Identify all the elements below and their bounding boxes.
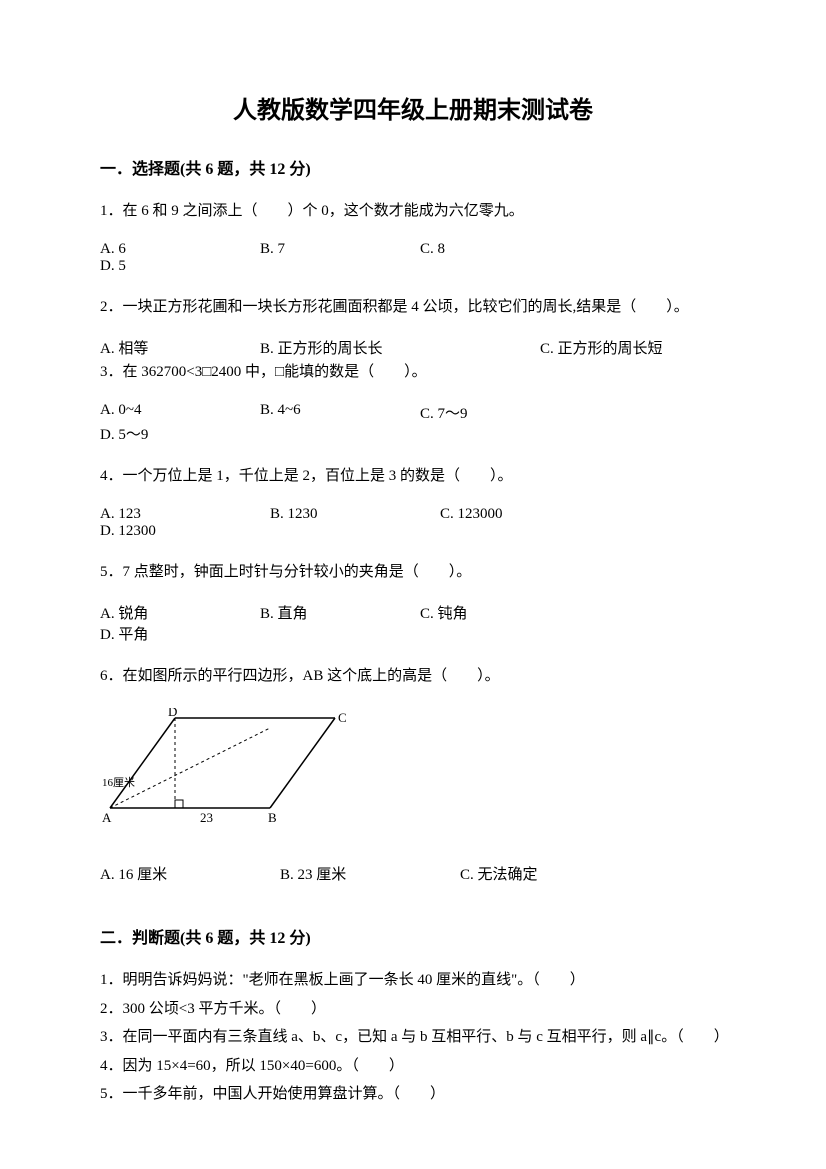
judge-q1: 1．明明告诉妈妈说："老师在黑板上画了一条长 40 厘米的直线"。（ ） [100,968,726,994]
q4-option-b: B. 1230 [270,506,440,523]
judge-q2: 2．300 公顷<3 平方千米。（ ） [100,997,726,1023]
label-16cm: 16厘米 [102,776,135,789]
label-b: B [268,810,277,825]
question-2: 2．一块正方形花圃和一块长方形花圃面积都是 4 公顷，比较它们的周长,结果是（ … [100,295,726,319]
q5-option-c: C. 钝角 [420,602,580,623]
q3-option-a: A. 0~4 [100,402,260,423]
question-4-options: A. 123 B. 1230 C. 123000 D. 12300 [100,506,726,540]
q6-option-b: B. 23 厘米 [280,863,460,884]
question-5-options: A. 锐角 B. 直角 C. 钝角 D. 平角 [100,602,726,644]
page-title: 人教版数学四年级上册期末测试卷 [100,90,726,125]
label-c: C [338,710,347,725]
q1-option-d: D. 5 [100,258,260,275]
q2-option-a: A. 相等 [100,337,260,358]
question-3: 3．在 362700<3□2400 中，□能填的数是（ ）。 [100,360,726,384]
q4-option-a: A. 123 [100,506,270,523]
q2-option-c: C. 正方形的周长短 [540,337,663,358]
diagonal-line [110,728,270,808]
label-a: A [102,810,112,825]
question-1: 1．在 6 和 9 之间添上（ ）个 0，这个数才能成为六亿零九。 [100,199,726,223]
judge-q3: 3．在同一平面内有三条直线 a、b、c，已知 a 与 b 互相平行、b 与 c … [100,1025,726,1051]
section2-header: 二．判断题(共 6 题，共 12 分) [100,924,726,948]
q4-option-c: C. 123000 [440,506,610,523]
line-bc [270,718,335,808]
q4-option-d: D. 12300 [100,523,260,540]
label-23: 23 [200,810,213,825]
question-6-options: A. 16 厘米 B. 23 厘米 C. 无法确定 [100,863,726,884]
question-5: 5．7 点整时，钟面上时针与分针较小的夹角是（ ）。 [100,560,726,584]
q3-option-c: C. 7～9 [420,402,580,423]
q1-option-a: A. 6 [100,241,260,258]
question-2-options: A. 相等 B. 正方形的周长长 C. 正方形的周长短 [100,337,726,358]
parallelogram-svg: D C A B 16厘米 23 [100,708,360,828]
q5-option-d: D. 平角 [100,623,260,644]
question-1-options: A. 6 B. 7 C. 8 D. 5 [100,241,726,275]
parallelogram-diagram: D C A B 16厘米 23 [100,708,726,833]
right-angle-mark [175,800,183,808]
q6-option-c: C. 无法确定 [460,863,620,884]
line-da [110,718,175,808]
judge-q5: 5．一千多年前，中国人开始使用算盘计算。（ ） [100,1082,726,1108]
label-d: D [168,708,177,719]
q1-option-c: C. 8 [420,241,580,258]
q3-option-d: D. 5～9 [100,423,260,444]
q1-option-b: B. 7 [260,241,420,258]
q5-option-a: A. 锐角 [100,602,260,623]
question-4: 4．一个万位上是 1，千位上是 2，百位上是 3 的数是（ ）。 [100,464,726,488]
section1-header: 一．选择题(共 6 题，共 12 分) [100,155,726,179]
q5-option-b: B. 直角 [260,602,420,623]
judge-q4: 4．因为 15×4=60，所以 150×40=600。（ ） [100,1054,726,1080]
question-6: 6．在如图所示的平行四边形，AB 这个底上的高是（ ）。 [100,664,726,688]
q3-option-b: B. 4~6 [260,402,420,423]
q2-option-b: B. 正方形的周长长 [260,337,540,358]
q6-option-a: A. 16 厘米 [100,863,280,884]
question-3-options: A. 0~4 B. 4~6 C. 7～9 D. 5～9 [100,402,726,444]
